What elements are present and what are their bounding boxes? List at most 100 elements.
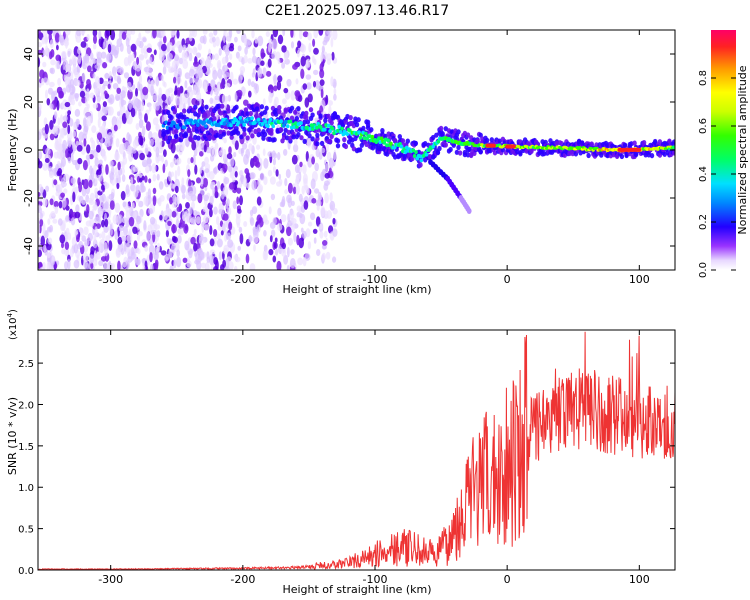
ridge-halo-mark [234, 104, 239, 110]
snr-x-ticks: -300 -200 -100 0 100 [98, 330, 650, 586]
noise-mark [122, 137, 126, 144]
noise-mark [165, 96, 172, 105]
noise-mark [158, 129, 163, 139]
noise-mark [287, 182, 293, 194]
ridge-halo-mark [633, 152, 639, 158]
ridge-halo-mark [202, 111, 207, 118]
ridge-halo-mark [392, 137, 398, 144]
noise-mark [149, 252, 153, 263]
noise-mark [325, 142, 329, 152]
ridge-core-mark [167, 121, 171, 126]
noise-mark [298, 193, 303, 202]
noise-mark [222, 259, 227, 268]
noise-mark [318, 30, 324, 36]
noise-mark [126, 233, 133, 244]
noise-mark [49, 224, 54, 233]
ridge-halo-mark [335, 143, 341, 149]
noise-mark [142, 264, 146, 270]
noise-mark [90, 262, 94, 270]
noise-mark [251, 30, 255, 39]
noise-mark [228, 146, 232, 155]
noise-mark [200, 262, 206, 269]
noise-mark [273, 241, 278, 249]
noise-mark [50, 211, 56, 217]
noise-mark [164, 159, 168, 167]
noise-mark [310, 212, 316, 221]
noise-mark [55, 191, 60, 197]
noise-mark [71, 55, 77, 65]
ridge-core-mark [250, 116, 254, 121]
ridge-halo-mark [245, 135, 250, 141]
noise-mark [283, 254, 289, 265]
ridge-halo-mark [277, 109, 282, 115]
noise-mark [169, 183, 176, 189]
noise-mark [97, 117, 101, 128]
noise-mark [112, 83, 119, 90]
noise-mark [137, 248, 141, 255]
noise-mark [104, 201, 109, 210]
noise-mark [77, 54, 82, 65]
noise-mark [73, 259, 80, 269]
noise-mark [93, 151, 99, 159]
noise-mark [277, 75, 283, 83]
noise-mark [144, 113, 148, 123]
noise-mark [227, 239, 234, 248]
ridge-core-mark [362, 136, 367, 141]
noise-mark [222, 163, 228, 173]
noise-mark [157, 197, 162, 207]
noise-mark [48, 32, 52, 42]
noise-mark [245, 148, 250, 159]
noise-mark [62, 121, 68, 128]
noise-mark [99, 210, 104, 217]
ridge-halo-mark [329, 120, 334, 126]
noise-mark [213, 229, 218, 237]
noise-mark [303, 177, 308, 188]
noise-mark [152, 30, 157, 39]
noise-mark [237, 208, 242, 214]
noise-mark [142, 86, 149, 96]
noise-mark [268, 206, 272, 215]
noise-mark [125, 37, 130, 47]
noise-mark [115, 93, 120, 101]
y-tick-label: 0 [22, 147, 35, 154]
noise-mark [40, 235, 45, 247]
noise-mark [107, 43, 112, 54]
noise-mark [111, 116, 118, 128]
noise-mark [227, 62, 232, 68]
noise-mark [292, 63, 298, 70]
noise-mark [49, 133, 55, 141]
noise-mark [96, 144, 101, 153]
ridge-halo-mark [369, 127, 374, 133]
noise-mark [98, 260, 104, 267]
noise-mark [136, 215, 140, 223]
noise-mark [155, 123, 160, 132]
noise-mark [100, 256, 107, 262]
ridge-core-mark [279, 119, 284, 124]
noise-mark [138, 32, 142, 41]
noise-mark [108, 71, 112, 80]
ridge-halo-mark [448, 146, 453, 153]
noise-mark [135, 258, 141, 266]
noise-mark [278, 173, 282, 180]
y-tick-label: -40 [22, 237, 35, 255]
ridge-halo-mark [589, 141, 594, 147]
noise-mark [108, 219, 111, 225]
ridge-halo-mark [354, 122, 360, 128]
noise-mark [195, 52, 202, 58]
ridge-core-mark [345, 132, 350, 136]
noise-mark [229, 71, 234, 83]
noise-mark [134, 98, 140, 108]
noise-mark [49, 198, 54, 206]
ridge-halo-mark [182, 114, 187, 120]
noise-mark [116, 75, 121, 84]
noise-mark [165, 60, 171, 69]
noise-mark [102, 80, 109, 87]
noise-mark [133, 211, 137, 220]
ridge-core-mark [271, 124, 276, 129]
ridge-core-mark [231, 120, 236, 125]
noise-mark [181, 193, 186, 200]
noise-mark [226, 198, 230, 207]
noise-mark [107, 83, 111, 90]
noise-mark [150, 229, 157, 235]
ridge-halo-mark [218, 129, 223, 135]
